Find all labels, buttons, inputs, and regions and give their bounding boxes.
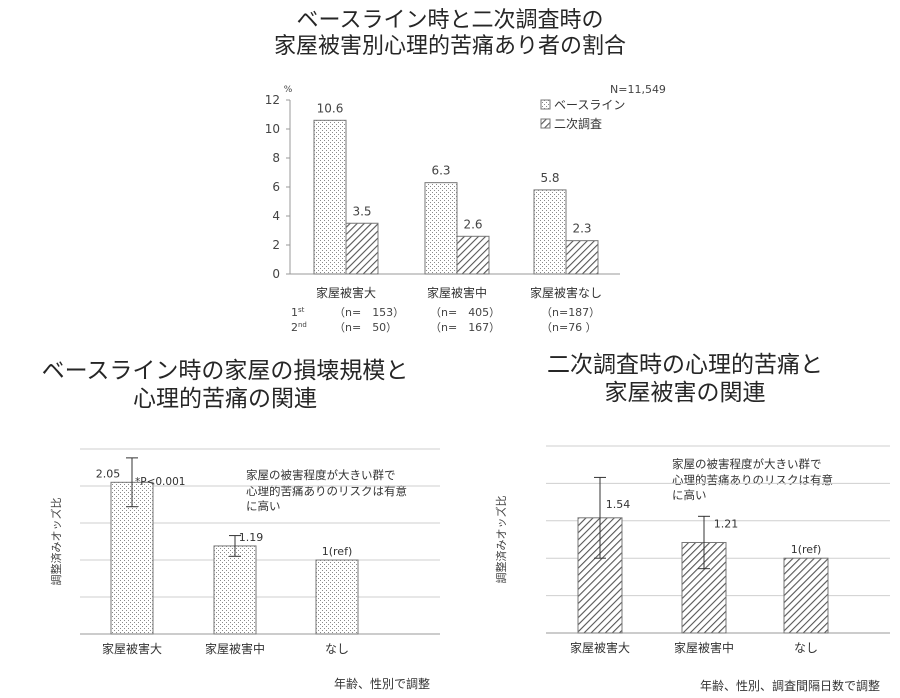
sample-size-cell: （n= 405）	[430, 306, 500, 319]
x-tick-label: 家屋被害中	[427, 285, 487, 300]
bar-data-label: 1.21	[714, 517, 739, 530]
left-annotation-line: 心理的苦痛ありのリスクは有意	[246, 483, 407, 498]
y-tick-label: 12	[265, 93, 280, 107]
sample-size-annotation: N=11,549	[610, 83, 666, 96]
left-annotation-line: に高い	[246, 499, 281, 514]
bar-second-survey	[565, 240, 599, 275]
right-title-line-2: 家屋被害の関連	[604, 379, 766, 406]
y-tick-label: 4	[272, 209, 280, 223]
sample-row-label: 1st	[291, 306, 305, 319]
bar-data-label: 2.6	[463, 217, 482, 231]
bar-data-label: 2.3	[572, 222, 591, 236]
y-tick-label: 10	[265, 122, 280, 136]
y-tick-label: 8	[272, 151, 280, 165]
bar	[783, 557, 829, 634]
sample-row-ordinal: nd	[298, 321, 307, 329]
bar-second-survey	[345, 222, 379, 275]
sample-row-label: 2nd	[291, 321, 307, 334]
right-adjustment-caption: 年齢、性別、調査間隔日数で調整	[700, 679, 881, 693]
right-chart-title: 二次調査時の心理的苦痛と 家屋被害の関連	[465, 352, 900, 407]
bar-baseline	[424, 182, 458, 275]
left-chart-title: ベースライン時の家屋の損壊規模と 心理的苦痛の関連	[0, 358, 450, 413]
bar-data-label: 2.05	[96, 467, 121, 480]
bar-data-label: 1.54	[606, 498, 631, 511]
sample-size-cell: （n= 167）	[430, 321, 500, 334]
bar-data-label: 10.6	[317, 101, 344, 115]
y-axis-unit-label: %	[284, 85, 293, 95]
legend-label: ベースライン	[554, 98, 625, 112]
top-title-line-2: 家屋被害別心理的苦痛あり者の割合	[273, 34, 626, 60]
x-tick-label: なし	[325, 642, 349, 656]
x-tick-label: 家屋被害なし	[530, 285, 602, 300]
right-annotation-line: に高い	[672, 488, 707, 503]
y-axis-label: 調整済みオッズ比	[494, 496, 508, 584]
right-title-line-1: 二次調査時の心理的苦痛と	[547, 352, 823, 378]
right-annotation-line: 家屋の被害程度が大きい群で	[672, 457, 822, 471]
x-tick-label: 家屋被害大	[316, 285, 376, 300]
bar-second-survey	[456, 235, 490, 275]
left-title-line-2: 心理的苦痛の関連	[133, 385, 317, 412]
bar-data-label: 1.19	[239, 531, 264, 544]
bar-data-label: 1(ref)	[322, 545, 353, 558]
legend-label: 二次調査	[554, 117, 602, 131]
x-tick-label: 家屋被害中	[674, 640, 734, 655]
bar-data-label: 5.8	[540, 171, 559, 185]
bar-baseline	[313, 119, 347, 275]
x-tick-label: なし	[794, 641, 818, 655]
bar-data-label: 6.3	[431, 164, 450, 178]
sample-size-cell: （n=76 ）	[541, 321, 597, 334]
sample-size-cell: （n=187）	[541, 306, 600, 319]
x-tick-label: 家屋被害大	[570, 640, 630, 655]
left-annotation-line: 家屋の被害程度が大きい群で	[246, 468, 396, 482]
bar-data-label: 1(ref)	[791, 543, 822, 556]
sample-size-cell: （n= 50）	[334, 321, 397, 334]
bar-baseline	[533, 189, 567, 275]
bar	[315, 559, 359, 635]
x-tick-label: 家屋被害中	[205, 641, 265, 656]
left-annotation: 家屋の被害程度が大きい群で 心理的苦痛ありのリスクは有意 に高い	[246, 468, 407, 515]
left-adjustment-caption: 年齢、性別で調整	[334, 677, 431, 691]
sample-size-cell: （n= 153）	[334, 306, 404, 319]
y-tick-label: 6	[272, 180, 280, 194]
legend-swatch	[540, 99, 551, 110]
bar-data-label: 3.5	[352, 204, 371, 218]
bar	[110, 481, 154, 635]
significance-label: *P<0.001	[135, 476, 185, 488]
top-chart-title: ベースライン時と二次調査時の 家屋被害別心理的苦痛あり者の割合	[200, 8, 700, 61]
left-title-line-1: ベースライン時の家屋の損壊規模と	[41, 358, 409, 384]
sample-row-ordinal: st	[298, 306, 305, 314]
bar	[213, 545, 257, 635]
legend-swatch	[540, 118, 551, 129]
x-tick-label: 家屋被害大	[102, 641, 162, 656]
y-tick-label: 0	[272, 267, 280, 281]
top-title-line-1: ベースライン時と二次調査時の	[296, 8, 604, 33]
y-tick-label: 2	[272, 238, 280, 252]
y-axis-label: 調整済みオッズ比	[49, 498, 63, 586]
